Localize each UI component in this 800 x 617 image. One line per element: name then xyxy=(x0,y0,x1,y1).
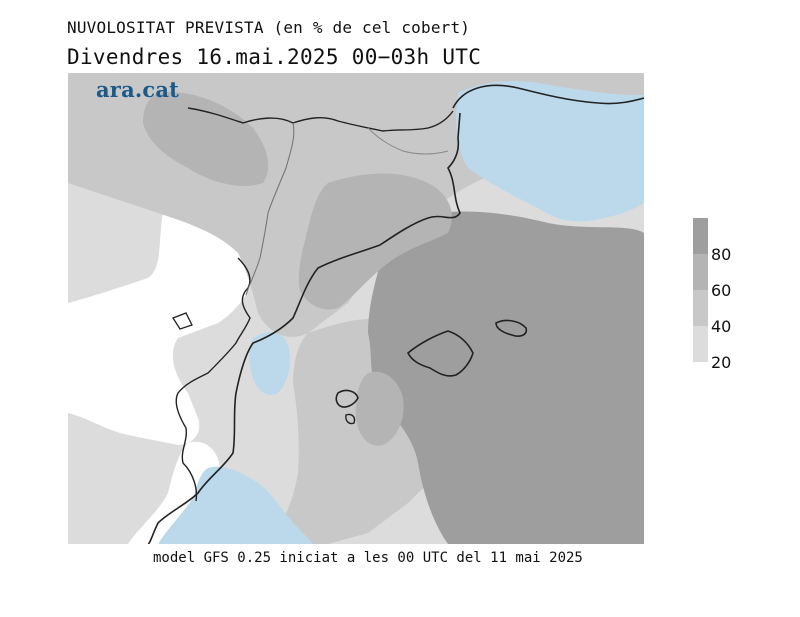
map-canvas xyxy=(68,73,644,544)
legend-tick: 40 xyxy=(711,317,732,336)
cloud-cover-legend xyxy=(693,218,713,362)
island-mallorca xyxy=(407,330,474,377)
legend-swatch xyxy=(693,326,708,362)
cloud-band-60-80 xyxy=(355,371,404,446)
coastline xyxy=(172,312,193,330)
island-ibiza xyxy=(335,389,359,408)
cloud-band-80-100 xyxy=(368,211,644,544)
island-menorca xyxy=(495,319,528,337)
forecast-date: Divendres 16.mai.2025 00−03h UTC xyxy=(67,45,482,69)
legend-swatch xyxy=(693,254,708,290)
clear-sea-valencia xyxy=(249,332,290,395)
clear-sea-gulf-of-lion xyxy=(456,81,644,222)
island-formentera xyxy=(345,413,356,425)
cloud-band-60-80 xyxy=(298,173,452,310)
cloud-band-60-80 xyxy=(143,92,269,186)
cloud-cover-map xyxy=(68,73,644,544)
coastline xyxy=(175,257,251,502)
legend-tick: 80 xyxy=(711,245,732,264)
border-catalonia xyxy=(245,122,295,296)
legend-swatch xyxy=(693,290,708,326)
coastline xyxy=(147,84,644,544)
border-france-spain xyxy=(187,107,454,132)
legend-tick: 60 xyxy=(711,281,732,300)
border-region xyxy=(367,127,449,155)
legend-tick: 20 xyxy=(711,353,732,372)
map-title: NUVOLOSITAT PREVISTA (en % de cel cobert… xyxy=(67,18,471,37)
clear-sea-south xyxy=(158,466,313,544)
model-run-note: model GFS 0.25 iniciat a les 00 UTC del … xyxy=(153,550,583,566)
ara-cat-logo: ara.cat xyxy=(96,77,180,102)
clear-inland-area xyxy=(68,186,253,446)
legend-swatch xyxy=(693,218,708,254)
